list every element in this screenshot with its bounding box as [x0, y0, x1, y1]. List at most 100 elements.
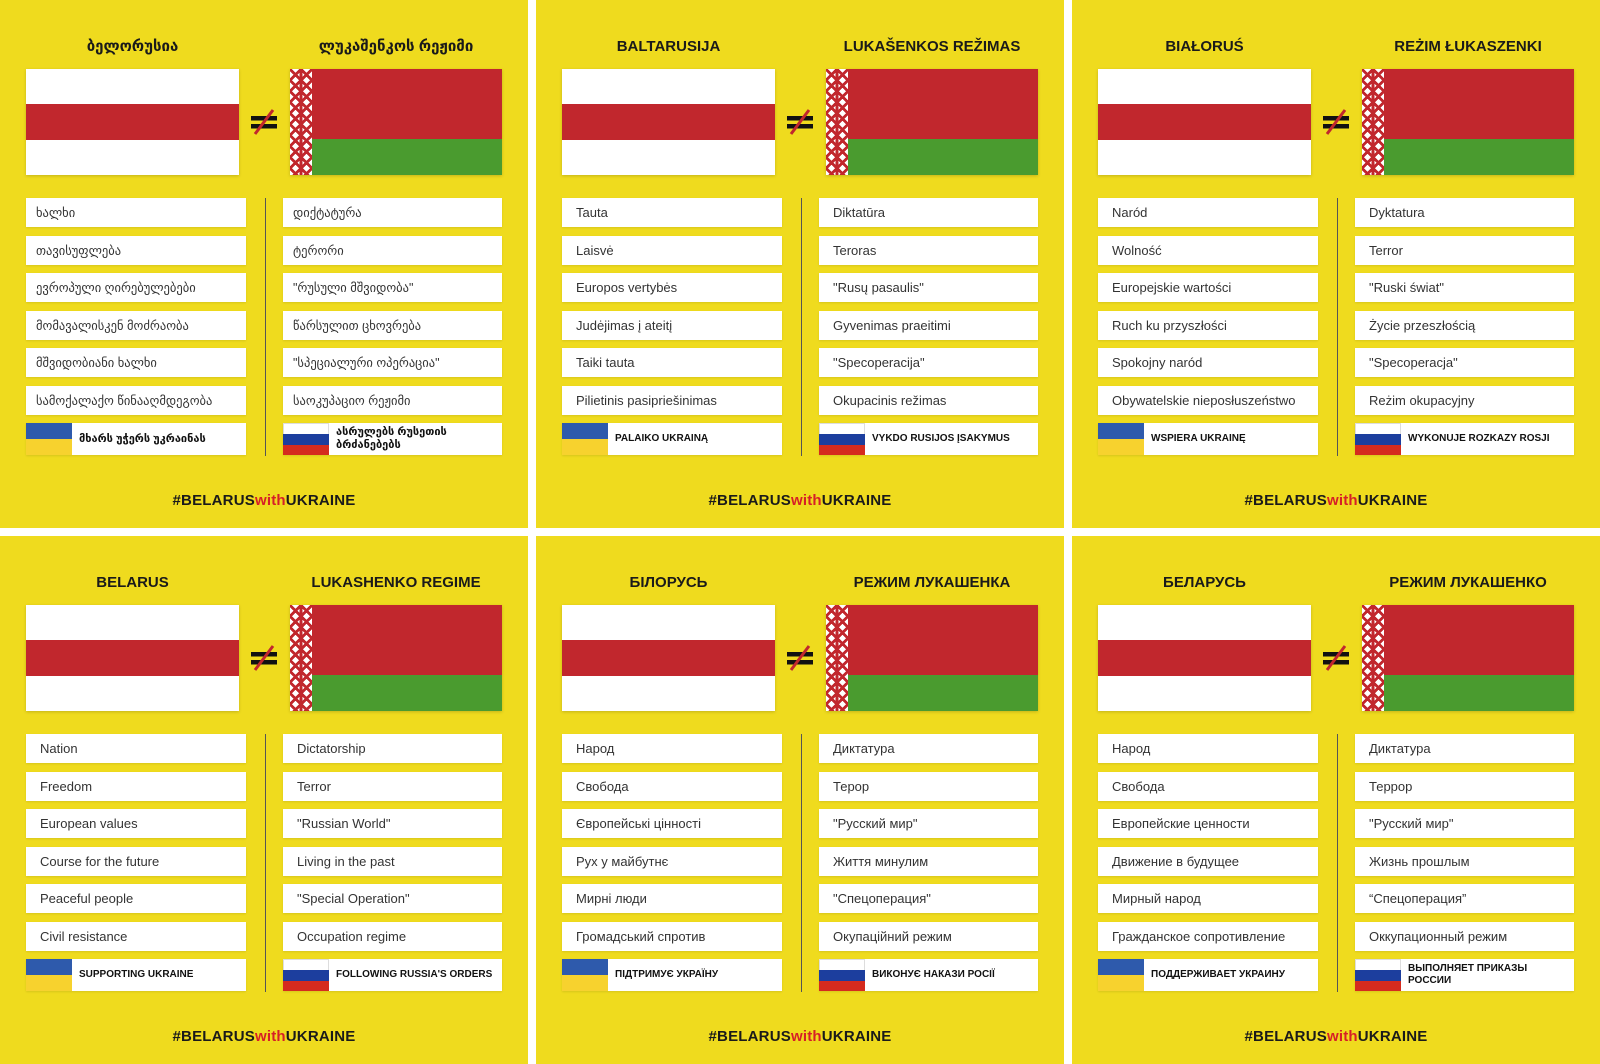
comparison-card-4: BELARUS LUKASHENKO REGIME Nation Freedom… — [0, 536, 528, 1064]
belarus-value-item: Course for the future — [26, 846, 246, 876]
hashtag-with: with — [790, 1028, 822, 1045]
regime-values-list: Диктатура Терор "Русский мир" Життя мину… — [819, 734, 1038, 991]
follows-russia-label: ВИКОНУЄ НАКАЗИ РОСІЇ — [872, 969, 995, 980]
flag-ornament — [826, 605, 848, 711]
ukraine-flag-icon — [1098, 423, 1144, 455]
belarus-value-item: Naród — [1098, 198, 1318, 227]
supports-ukraine-item: WSPIERA UKRAINĘ — [1098, 423, 1318, 455]
hashtag: #BELARUSwithUKRAINE — [0, 491, 528, 511]
belarus-value-item: ხალხი — [26, 198, 246, 227]
supports-ukraine-item: PALAIKO UKRAINĄ — [562, 423, 782, 455]
not-equal-icon — [1321, 107, 1351, 137]
belarus-value-item: Народ — [562, 734, 782, 763]
supports-ukraine-label: SUPPORTING UKRAINE — [79, 969, 194, 980]
regime-value-item: Террор — [1355, 771, 1574, 801]
hashtag-prefix: #BELARUS — [708, 1028, 791, 1045]
regime-values-list: Диктатура Террор "Русский мир" Жизнь про… — [1355, 734, 1574, 991]
flag-ornament — [290, 605, 312, 711]
supports-ukraine-label: PALAIKO UKRAINĄ — [615, 433, 709, 444]
not-equal-icon — [1321, 643, 1351, 673]
belarus-value-item: European values — [26, 809, 246, 838]
belarus-column-title: BIAŁORUŚ — [1165, 38, 1244, 55]
belarus-value-item: Мирні люди — [562, 884, 782, 913]
supports-ukraine-item: SUPPORTING UKRAINE — [26, 959, 246, 991]
red-green-flag-icon — [826, 69, 1038, 175]
regime-value-item: Диктатура — [819, 734, 1038, 763]
ukraine-flag-icon — [26, 959, 72, 991]
belarus-value-item: სამოქალაქო წინააღმდეგობა — [26, 385, 246, 415]
regime-value-item: "Special Operation" — [283, 884, 502, 913]
follows-russia-label: VYKDO RUSIJOS ĮSAKYMUS — [872, 433, 1010, 444]
supports-ukraine-item: ПІДТРИМУЄ УКРАЇНУ — [562, 959, 782, 991]
hashtag: #BELARUSwithUKRAINE — [1072, 1027, 1600, 1047]
follows-russia-label: ВЫПОЛНЯЕТ ПРИКАЗЫ РОССИИ — [1408, 963, 1528, 986]
ukraine-flag-icon — [26, 423, 72, 455]
regime-column-title: LUKAŠENKOS REŽIMAS — [843, 38, 1021, 55]
belarus-value-item: Freedom — [26, 771, 246, 801]
regime-column-title: ლუკაშენკოს რეჟიმი — [318, 38, 474, 55]
flag-ornament — [826, 69, 848, 175]
ukraine-flag-icon — [562, 959, 608, 991]
belarus-value-item: თავისუფლება — [26, 235, 246, 265]
white-red-white-flag-icon — [562, 69, 775, 175]
red-green-flag-icon — [290, 69, 502, 175]
hashtag-suffix: UKRAINE — [1357, 1028, 1428, 1045]
not-equal-icon — [249, 643, 279, 673]
regime-value-item: Życie przeszłością — [1355, 310, 1574, 340]
regime-values-list: Dyktatura Terror "Ruski świat" Życie prz… — [1355, 198, 1574, 455]
belarus-value-item: ევროპული ღირებულებები — [26, 273, 246, 302]
regime-value-item: Жизнь прошлым — [1355, 846, 1574, 876]
hashtag-suffix: UKRAINE — [821, 492, 892, 509]
hashtag-prefix: #BELARUS — [1244, 492, 1327, 509]
regime-column-title: LUKASHENKO REGIME — [311, 574, 481, 591]
column-divider — [265, 198, 266, 456]
regime-column-title: РЕЖИМ ЛУКАШЕНКО — [1389, 574, 1547, 591]
regime-value-item: "Russian World" — [283, 809, 502, 838]
column-divider — [1337, 198, 1338, 456]
regime-value-item: Terror — [283, 771, 502, 801]
regime-value-item: წარსულით ცხოვრება — [283, 310, 502, 340]
belarus-column-title: БЕЛАРУСЬ — [1163, 574, 1246, 591]
hashtag-prefix: #BELARUS — [1244, 1028, 1327, 1045]
regime-value-item: "სპეციალური ოპერაცია" — [283, 348, 502, 377]
regime-value-item: Dictatorship — [283, 734, 502, 763]
regime-values-list: Dictatorship Terror "Russian World" Livi… — [283, 734, 502, 991]
hashtag: #BELARUSwithUKRAINE — [536, 1027, 1064, 1047]
regime-value-item: Okupacinis režimas — [819, 385, 1038, 415]
regime-column-title: РЕЖИМ ЛУКАШЕНКА — [853, 574, 1011, 591]
belarus-value-item: Judėjimas į ateitį — [562, 310, 782, 340]
regime-value-item: Teroras — [819, 235, 1038, 265]
flag-ornament — [1362, 69, 1384, 175]
belarus-value-item: Nation — [26, 734, 246, 763]
hashtag-prefix: #BELARUS — [172, 492, 255, 509]
belarus-values-list: ხალხი თავისუფლება ევროპული ღირებულებები … — [26, 198, 246, 455]
column-divider — [801, 734, 802, 992]
flag-ornament — [290, 69, 312, 175]
belarus-value-item: Europos vertybės — [562, 273, 782, 302]
supports-ukraine-label: WSPIERA UKRAINĘ — [1151, 433, 1246, 444]
belarus-value-item: Laisvė — [562, 235, 782, 265]
belarus-value-item: Мирный народ — [1098, 884, 1318, 913]
comparison-card-5: БІЛОРУСЬ РЕЖИМ ЛУКАШЕНКА Народ Свобода Є… — [536, 536, 1064, 1064]
regime-value-item: Living in the past — [283, 846, 502, 876]
ukraine-flag-icon — [1098, 959, 1144, 991]
comparison-card-1: ბელორუსია ლუკაშენკოს რეჟიმი ხალხი თავისუ… — [0, 0, 528, 528]
white-red-white-flag-icon — [1098, 69, 1311, 175]
belarus-column-title: BALTARUSIJA — [616, 38, 721, 55]
belarus-value-item: Civil resistance — [26, 921, 246, 951]
regime-value-item: Диктатура — [1355, 734, 1574, 763]
not-equal-icon — [785, 107, 815, 137]
hashtag-with: with — [254, 1028, 286, 1045]
belarus-column-title: BELARUS — [96, 574, 169, 591]
hashtag-prefix: #BELARUS — [708, 492, 791, 509]
russia-flag-icon — [283, 959, 329, 991]
white-red-white-flag-icon — [26, 69, 239, 175]
belarus-value-item: Tauta — [562, 198, 782, 227]
russia-flag-icon — [819, 959, 865, 991]
comparison-card-2: BALTARUSIJA LUKAŠENKOS REŽIMAS Tauta Lai… — [536, 0, 1064, 528]
belarus-value-item: Европейские ценности — [1098, 809, 1318, 838]
regime-value-item: Оккупационный режим — [1355, 921, 1574, 951]
belarus-value-item: Движение в будущее — [1098, 846, 1318, 876]
belarus-values-list: Naród Wolność Europejskie wartości Ruch … — [1098, 198, 1318, 455]
not-equal-icon — [785, 643, 815, 673]
